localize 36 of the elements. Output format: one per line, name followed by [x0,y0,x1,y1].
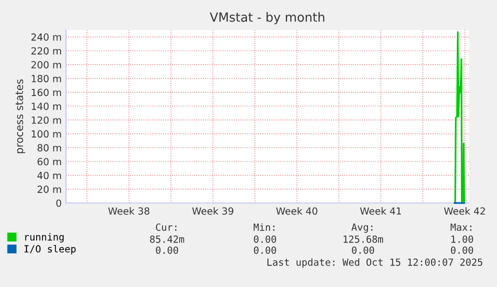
y-tick-label: 80 m [38,144,62,152]
y-tick-label: 100 m [32,130,62,138]
x-tick-label: Week 40 [276,207,318,215]
text: 1.00 [451,235,474,243]
y-tick-label: 200 m [31,61,62,68]
text: Avg: [351,224,372,233]
y-tick-label: 0 [56,199,62,207]
y-tick-label: 220 m [31,47,62,55]
text: 0.00 [156,246,178,254]
y-tick-label: 120 m [32,116,62,124]
legend-label: running [25,233,64,243]
text: Last update: Wed Oct 15 12:00:07 2025 [267,258,482,268]
text: 0.00 [352,246,374,254]
y-tick-label: 240 m [31,33,62,41]
chart-title: VMstat - by month [210,12,324,24]
line-series [454,31,466,204]
text: 85.42m [150,235,184,243]
y-tick-label: 60 m [38,158,62,166]
text: Min: [254,223,274,231]
x-tick-label: Week 42 [444,207,485,215]
text: 125.68m [344,235,384,243]
y-tick-label: 160 m [32,88,62,96]
text: 0.00 [254,235,276,243]
text: Cur: [156,223,176,231]
legend-label: I/O sleep [24,244,76,254]
y-tick-label: 40 m [37,172,62,180]
x-tick-label: Week 39 [192,207,234,215]
y-tick-label: 180 m [32,74,62,82]
y-axis-title: process states [16,79,26,154]
text: 0.00 [450,246,474,254]
text: 0.00 [254,246,276,254]
x-tick-label: Week 41 [360,207,401,215]
y-tick-label: 140 m [32,102,62,110]
y-tick-label: 20 m [38,186,62,193]
x-tick-label: Week 38 [108,207,150,215]
text: Max: [450,224,472,231]
